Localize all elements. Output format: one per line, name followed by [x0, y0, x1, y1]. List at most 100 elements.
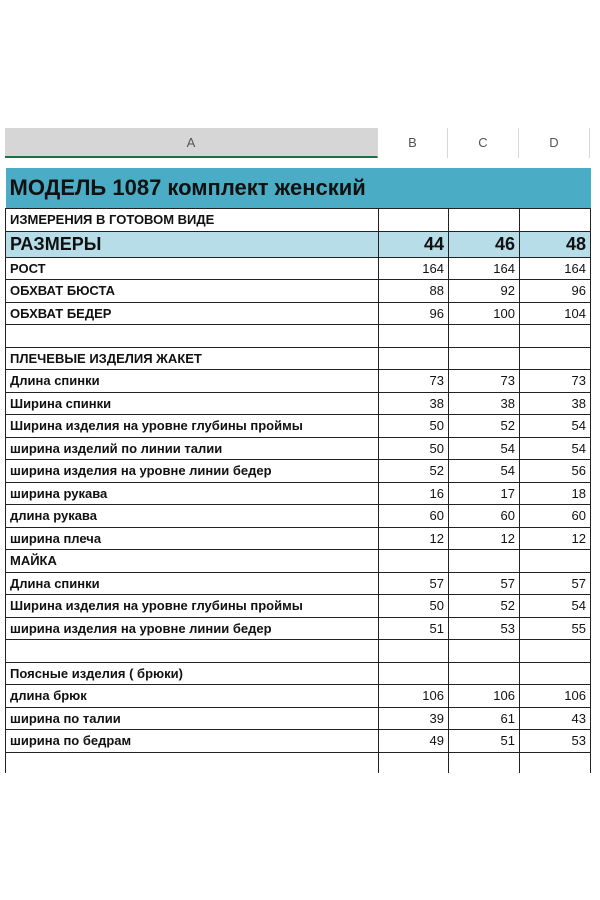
value-cell[interactable]: 12: [378, 526, 449, 550]
value-cell[interactable]: [519, 661, 591, 685]
value-cell[interactable]: [519, 549, 591, 573]
row-label[interactable]: Ширина спинки: [5, 391, 379, 415]
row-label[interactable]: [5, 639, 379, 663]
cell[interactable]: [519, 751, 591, 773]
value-cell[interactable]: [519, 639, 591, 663]
row-label[interactable]: ширина изделий по линии талии: [5, 436, 379, 460]
row-label[interactable]: ширина по бедрам: [5, 729, 379, 753]
row-label[interactable]: Длина спинки: [5, 369, 379, 393]
row-label[interactable]: ширина изделия на уровне линии бедер: [5, 616, 379, 640]
value-cell[interactable]: 96: [519, 279, 591, 303]
value-cell[interactable]: 56: [519, 459, 591, 483]
value-cell[interactable]: 54: [519, 594, 591, 618]
value-cell[interactable]: 92: [448, 279, 520, 303]
value-cell[interactable]: 52: [448, 414, 520, 438]
value-cell[interactable]: [378, 346, 449, 370]
size-cell[interactable]: 44: [378, 230, 449, 258]
value-cell[interactable]: 17: [448, 481, 520, 505]
cell[interactable]: [378, 751, 449, 773]
value-cell[interactable]: 60: [448, 504, 520, 528]
size-cell[interactable]: 48: [519, 230, 591, 258]
value-cell[interactable]: 51: [448, 729, 520, 753]
row-label[interactable]: Поясные изделия ( брюки): [5, 661, 379, 685]
value-cell[interactable]: 100: [448, 301, 520, 325]
value-cell[interactable]: 60: [378, 504, 449, 528]
value-cell[interactable]: 54: [448, 436, 520, 460]
row-label[interactable]: ширина плеча: [5, 526, 379, 550]
value-cell[interactable]: 52: [378, 459, 449, 483]
value-cell[interactable]: 50: [378, 414, 449, 438]
row-label[interactable]: [5, 324, 379, 348]
row-label[interactable]: МАЙКА: [5, 549, 379, 573]
value-cell[interactable]: 73: [378, 369, 449, 393]
cell[interactable]: [448, 208, 520, 232]
value-cell[interactable]: 12: [519, 526, 591, 550]
sizes-label[interactable]: РАЗМЕРЫ: [5, 230, 379, 258]
value-cell[interactable]: 53: [519, 729, 591, 753]
value-cell[interactable]: 38: [378, 391, 449, 415]
value-cell[interactable]: [378, 639, 449, 663]
value-cell[interactable]: 53: [448, 616, 520, 640]
value-cell[interactable]: 16: [378, 481, 449, 505]
value-cell[interactable]: 12: [448, 526, 520, 550]
value-cell[interactable]: 43: [519, 706, 591, 730]
value-cell[interactable]: 104: [519, 301, 591, 325]
row-label[interactable]: ширина рукава: [5, 481, 379, 505]
cell[interactable]: [378, 208, 449, 232]
value-cell[interactable]: [378, 661, 449, 685]
value-cell[interactable]: [378, 549, 449, 573]
value-cell[interactable]: 39: [378, 706, 449, 730]
value-cell[interactable]: 54: [519, 414, 591, 438]
value-cell[interactable]: 57: [448, 571, 520, 595]
column-header-b[interactable]: B: [378, 128, 448, 158]
row-label[interactable]: РОСТ: [5, 256, 379, 280]
row-label[interactable]: Ширина изделия на уровне глубины проймы: [5, 594, 379, 618]
value-cell[interactable]: [519, 346, 591, 370]
value-cell[interactable]: 106: [519, 684, 591, 708]
column-header-d[interactable]: D: [519, 128, 590, 158]
value-cell[interactable]: 55: [519, 616, 591, 640]
value-cell[interactable]: [519, 324, 591, 348]
value-cell[interactable]: [378, 324, 449, 348]
value-cell[interactable]: [448, 661, 520, 685]
value-cell[interactable]: 106: [448, 684, 520, 708]
row-label[interactable]: длина брюк: [5, 684, 379, 708]
column-header-a[interactable]: A: [5, 128, 378, 158]
value-cell[interactable]: 61: [448, 706, 520, 730]
row-label[interactable]: ОБХВАТ БЕДЕР: [5, 301, 379, 325]
value-cell[interactable]: 57: [378, 571, 449, 595]
row-label[interactable]: Ширина изделия на уровне глубины проймы: [5, 414, 379, 438]
cell[interactable]: [5, 751, 379, 773]
value-cell[interactable]: [448, 639, 520, 663]
value-cell[interactable]: [448, 549, 520, 573]
value-cell[interactable]: 57: [519, 571, 591, 595]
value-cell[interactable]: 106: [378, 684, 449, 708]
row-label[interactable]: ширина изделия на уровне линии бедер: [5, 459, 379, 483]
cell[interactable]: [448, 751, 520, 773]
subtitle-cell[interactable]: ИЗМЕРЕНИЯ В ГОТОВОМ ВИДЕ: [5, 208, 379, 232]
value-cell[interactable]: 96: [378, 301, 449, 325]
value-cell[interactable]: 50: [378, 594, 449, 618]
value-cell[interactable]: [448, 346, 520, 370]
value-cell[interactable]: 60: [519, 504, 591, 528]
value-cell[interactable]: 52: [448, 594, 520, 618]
value-cell[interactable]: 50: [378, 436, 449, 460]
value-cell[interactable]: 54: [519, 436, 591, 460]
value-cell[interactable]: 49: [378, 729, 449, 753]
row-label[interactable]: Длина спинки: [5, 571, 379, 595]
row-label[interactable]: ПЛЕЧЕВЫЕ ИЗДЕЛИЯ ЖАКЕТ: [5, 346, 379, 370]
size-cell[interactable]: 46: [448, 230, 520, 258]
row-label[interactable]: ОБХВАТ БЮСТА: [5, 279, 379, 303]
value-cell[interactable]: 164: [448, 256, 520, 280]
value-cell[interactable]: 164: [378, 256, 449, 280]
value-cell[interactable]: 73: [519, 369, 591, 393]
value-cell[interactable]: 38: [448, 391, 520, 415]
value-cell[interactable]: 73: [448, 369, 520, 393]
row-label[interactable]: ширина по талии: [5, 706, 379, 730]
value-cell[interactable]: 51: [378, 616, 449, 640]
value-cell[interactable]: 54: [448, 459, 520, 483]
value-cell[interactable]: 164: [519, 256, 591, 280]
sheet-title[interactable]: МОДЕЛЬ 1087 комплект женский: [5, 168, 591, 209]
value-cell[interactable]: 18: [519, 481, 591, 505]
row-label[interactable]: длина рукава: [5, 504, 379, 528]
